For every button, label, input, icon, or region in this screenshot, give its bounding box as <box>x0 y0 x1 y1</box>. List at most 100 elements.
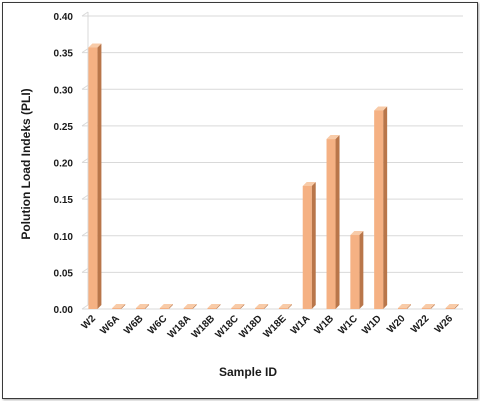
bar-top <box>350 231 364 236</box>
x-tick-label: W18A <box>166 313 193 340</box>
bar-top <box>421 304 435 308</box>
bar-side <box>406 304 411 309</box>
y-tick-label: 0.35 <box>54 49 74 60</box>
x-tick-label: W18E <box>261 313 288 340</box>
gridline-depth <box>81 48 89 54</box>
bar-w22 <box>421 304 435 309</box>
y-tick-label: 0.15 <box>54 195 74 206</box>
bar-w1d <box>374 106 388 310</box>
bar-front <box>207 308 217 309</box>
bar-w20 <box>397 304 411 309</box>
bar-side <box>97 43 102 310</box>
bar-side <box>145 304 150 309</box>
bar-w1b <box>326 135 340 309</box>
bar-top <box>112 304 126 308</box>
bar-front <box>88 47 98 310</box>
bar-side <box>192 304 197 309</box>
bar-w6b <box>136 304 150 309</box>
bar-top <box>278 304 292 308</box>
bar-front <box>136 308 146 309</box>
y-tick-label: 0.20 <box>54 159 74 170</box>
x-tick-label: W18D <box>237 313 264 340</box>
bar-side <box>430 304 435 309</box>
gridline-depth <box>81 267 89 273</box>
bar-front <box>183 308 193 309</box>
x-tick-label: W18C <box>213 313 240 340</box>
bar-top <box>231 304 245 308</box>
bar-front <box>326 139 336 309</box>
bar-front <box>159 308 169 309</box>
x-tick-label: W1D <box>360 313 384 337</box>
bar-side <box>240 304 245 309</box>
bar-w18a <box>183 304 197 309</box>
x-tick-label: W22 <box>409 313 432 336</box>
gridline-depth <box>81 158 89 163</box>
x-tick-label: W20 <box>385 313 408 336</box>
bar-side <box>264 304 269 309</box>
bar-side <box>311 181 316 309</box>
y-tick-label: 0.05 <box>54 268 74 279</box>
bar-front <box>397 308 407 309</box>
bar-top <box>136 304 150 308</box>
x-tick-label: W18B <box>190 313 217 340</box>
bar-side <box>287 304 292 309</box>
x-tick-label: W1C <box>336 313 360 337</box>
y-tick-label: 0.00 <box>54 305 74 316</box>
bar-w18c <box>231 304 245 309</box>
bar-top <box>397 304 411 308</box>
y-tick-label: 0.10 <box>54 232 74 243</box>
bar-w1c <box>350 231 364 309</box>
bar-top <box>445 304 459 308</box>
gridline-depth <box>81 304 89 310</box>
bar-front <box>255 308 265 309</box>
y-tick-label: 0.30 <box>54 85 74 96</box>
bars <box>88 43 459 310</box>
bar-top <box>207 304 221 308</box>
bar-front <box>112 308 122 309</box>
x-tick-label: W6A <box>98 313 122 337</box>
bar-side <box>216 304 221 309</box>
bar-w6c <box>159 304 173 309</box>
bar-w6a <box>112 304 126 309</box>
gridline-depth <box>81 84 89 90</box>
bar-top <box>374 106 388 111</box>
x-axis-title: Sample ID <box>219 365 277 379</box>
gridline-depth <box>81 194 89 200</box>
gridline-depth <box>81 11 89 17</box>
bar-side <box>383 106 388 310</box>
y-tick-label: 0.25 <box>54 122 74 133</box>
bar-front <box>445 308 455 309</box>
bar-front <box>302 185 312 309</box>
bar-front <box>350 235 360 309</box>
bar-w18e <box>278 304 292 309</box>
bar-top <box>88 43 102 48</box>
bar-front <box>374 110 384 310</box>
x-tick-label: W6B <box>122 313 146 337</box>
bar-front <box>231 308 241 309</box>
y-tick-label: 0.40 <box>54 12 74 23</box>
bar-w2 <box>88 43 102 310</box>
bar-front <box>278 308 288 309</box>
y-axis-title: Polution Load Indeks (PLI) <box>19 88 33 239</box>
x-tick-label: W2 <box>80 313 99 332</box>
bar-top <box>255 304 269 308</box>
x-tick-label: W26 <box>433 313 456 336</box>
bar-top <box>183 304 197 308</box>
bar-side <box>454 304 459 309</box>
bar-w1a <box>302 181 316 309</box>
gridline-depth <box>81 231 89 237</box>
x-tick-label: W1B <box>313 313 337 337</box>
bar-w26 <box>445 304 459 309</box>
y-axis-ticks: 0.00 0.05 0.10 0.15 0.20 0.25 0.30 0.35 0.40 <box>54 12 74 316</box>
gridlines <box>81 11 463 310</box>
bar-top <box>159 304 173 308</box>
bar-side <box>359 231 364 309</box>
bar-side <box>121 304 126 309</box>
bar-top <box>326 135 340 140</box>
bar-side <box>335 135 340 309</box>
bar-top <box>302 181 316 186</box>
x-tick-label: W1A <box>289 313 313 337</box>
bar-w18d <box>255 304 269 309</box>
